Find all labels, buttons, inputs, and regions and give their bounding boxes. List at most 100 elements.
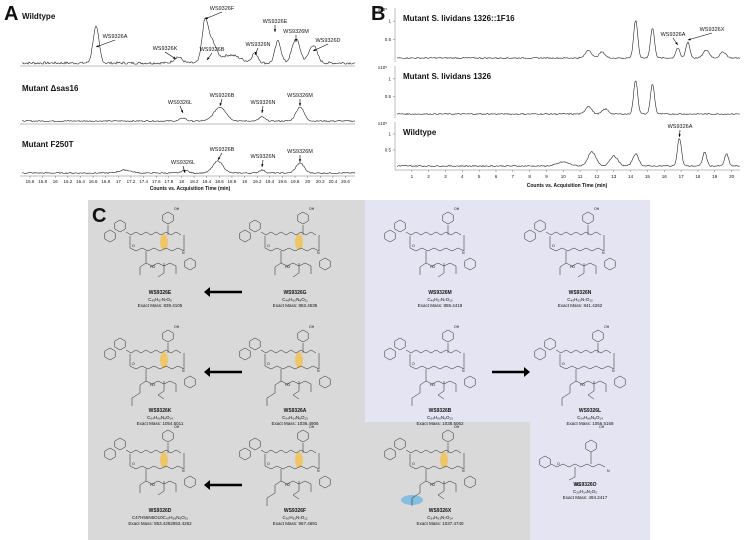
x-tick-label: 15.6 [26,179,35,184]
compound-name: WS9326M [428,290,451,296]
arrow-head [180,110,183,113]
compound-mass: Exact Mass: 853.4282853.4262 [128,521,192,526]
molecule-structure: O HO OH N [239,325,331,406]
compound-name: WS9326N [569,290,592,296]
arrow-head [313,48,316,51]
x-tick-label: 18.8 [228,179,237,184]
x-tick-label: 18.4 [202,179,211,184]
compound-formula: C₅₄H₆₈N₈O₁₄ [577,415,603,420]
molecule-structure: O HO OH N [104,325,196,406]
compound-name: WS9326A [284,408,307,414]
compound-formula: C₅₄H₆₆N₈O₁₄ [147,415,173,420]
chromatogram-trace [396,137,741,167]
atom-label: O [557,462,560,466]
trace-title: Wildtype [403,128,437,137]
bonds [239,429,331,506]
x-tick-label: 15.8 [38,179,47,184]
x-tick-label: 19 [712,174,718,179]
x-tick-label: 17.4 [139,179,148,184]
molecule-structure: O HO OH N [384,207,476,278]
peak-label: WS9326L [168,100,192,106]
x-tick-label: 16.2 [63,179,72,184]
highlight [295,234,303,250]
compound-mass: Exact Mass: 853.4535 [273,303,318,308]
compound-formula: C₄₆H₅₇N₇O₁₀ [427,297,452,302]
bonds [539,439,606,481]
lavender-region [530,422,650,540]
compound-mass: Exact Mass: 1038.5062 [416,421,464,426]
bonds [104,211,196,278]
atom-label: HO [430,383,436,387]
arrow [687,32,713,41]
chromatogram-trace [21,106,356,122]
arrow [95,39,116,48]
x-tick-label: 20 [305,179,311,184]
compound-mass: Exact Mass: 1036.4906 [271,421,319,426]
atom-label: N [317,369,320,373]
atom-label: N [317,251,320,255]
x-tick-label: 7 [512,174,515,179]
x-tick-label: 20 [729,174,735,179]
peak-label: WS9326N [250,154,275,160]
arrow-head [207,57,210,60]
peak-label: WS9326X [700,27,725,33]
atom-label: HO [430,483,436,487]
molecule-structure: O HO OH N [384,425,476,506]
x-tick-label: 16 [53,179,59,184]
molecule-structure: O HO OH N [384,325,476,406]
compound-name: WS9326D [149,508,172,514]
lavender-region [365,200,650,422]
atom-label: OH [309,425,315,429]
gray-region [88,200,365,540]
x-tick-label: 17 [679,174,685,179]
compound-formula: C₅₄H₆₆N₈O₁₃ [427,415,453,420]
atom-label: HO [570,265,576,269]
trace-title: Mutant S. lividans 1326 [403,72,492,81]
arrow-head [273,29,277,32]
bonds [104,329,196,406]
trace-title: Mutant S. lividans 1326::1F16 [403,14,515,23]
highlight [440,452,448,468]
molecule-structure: O HO OH N [104,207,196,278]
x-tick-label: 16.8 [101,179,110,184]
bonds [534,329,626,406]
peak-label: WS9326F [210,6,235,12]
atom-label: HO [150,483,156,487]
peak-label: WS9326L [171,160,195,166]
compound-name: WS9326F [284,508,306,514]
axis-scale: x10⁵ [378,121,387,126]
chromatogram-trace [21,17,356,65]
x-tick-label: 19.8 [291,179,300,184]
compound-name: WS9326L [579,408,601,414]
peak-label: WS9326A [661,32,686,38]
arrow-head [294,39,298,42]
compound-mass: Exact Mass: 1037.4740 [416,521,464,526]
arrow-head [173,56,176,59]
atom-label: HO [575,483,581,487]
x-tick-label: 17.8 [164,179,173,184]
arrow-head [298,103,302,106]
compound-formula: C₄₅H₅₇N₇O₉ [148,297,172,302]
x-tick-label: 3 [444,174,447,179]
chromatogram-trace [396,19,741,60]
bonds [384,429,476,506]
x-tick-label: 11 [578,174,583,179]
atom-label: N [182,251,185,255]
x-axis-label: Counts vs. Acquisition Time (min) [150,186,231,192]
panel-label: A [4,3,18,25]
atom-label: N [462,251,465,255]
bonds [239,329,331,406]
arrow-head [675,42,678,45]
arrow-head [218,157,221,160]
compound-formula: C₅₄H₆₄N₈O₁₃ [282,415,308,420]
arrow-head [261,164,264,167]
atom-label: N [462,369,465,373]
molecule-structure: O HO OH N [539,425,610,487]
arrow-head [687,38,691,41]
atom-label: OH [454,325,460,329]
reaction-arrow-head [204,287,210,297]
compound-formula: C₅₀H₆₁N₇O₁₂ [282,515,307,520]
x-tick-label: 19.2 [253,179,262,184]
atom-label: O [132,244,135,248]
chromatogram-trace [21,160,356,175]
